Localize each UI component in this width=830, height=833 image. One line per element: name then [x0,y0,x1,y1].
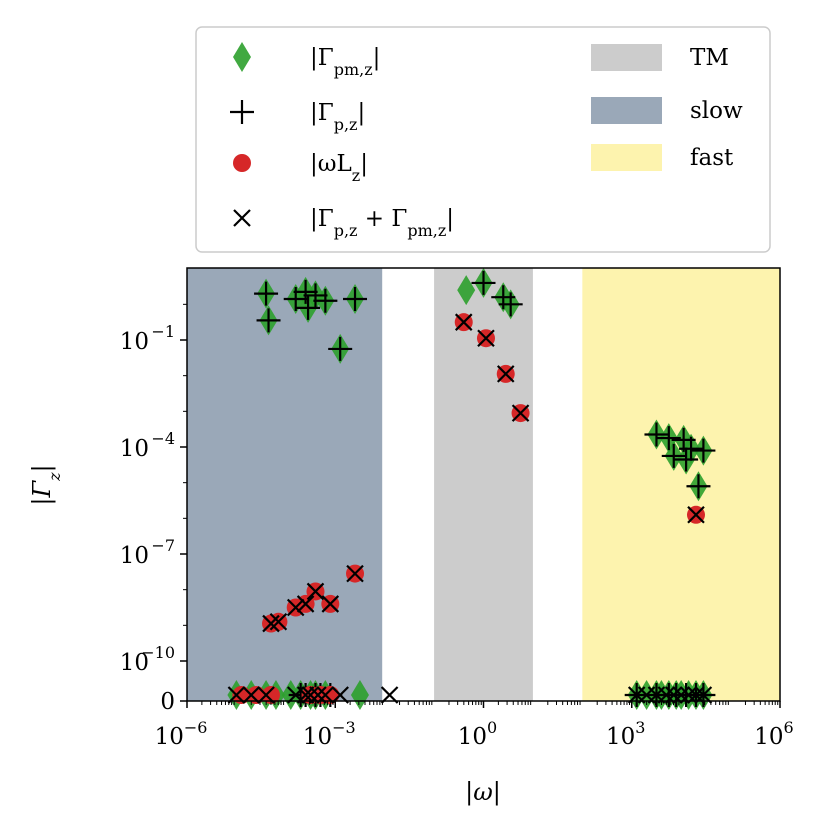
legend-frame [195,26,771,253]
legend-entry: |Γpm,z| [233,42,380,79]
plus-point [691,438,716,463]
plus-point [328,336,353,361]
x-point [687,505,705,524]
legend-entry: |Γp,z| [230,100,365,134]
plus-point [661,443,686,468]
legend-region-entry: fast [591,144,734,171]
legend-region-label: slow [690,98,743,124]
x-point [306,582,325,601]
plus-point [303,283,328,308]
x-point [496,365,515,383]
x-point [511,404,530,422]
plus-point [644,422,669,447]
region-fast [582,268,780,701]
legend-entry: |ωLz| [233,151,368,185]
x-point [286,598,305,617]
plus-point [674,447,699,472]
circle-zero-point [262,686,281,704]
legend-region-swatch [591,44,662,71]
diamond-zero-point [350,680,369,710]
plus-point [296,295,321,320]
x-point [321,595,340,613]
x-axis-ticks: 10−6 10−3 100 103 106 [155,701,794,750]
x-point [477,329,495,347]
legend-region-swatch [591,97,662,124]
y-zero-label: 0 [160,689,175,715]
plus-point [471,270,496,295]
legend-region-label: TM [690,45,729,71]
x-tick-label: 10−3 [303,718,356,750]
legend-marker-circle [233,154,251,172]
y-tick-label: 10 −4 [120,429,175,462]
plus-point [498,292,523,317]
x-point [269,612,288,631]
x-tick-label: 103 [606,718,645,750]
plus-point [254,281,279,306]
legend-label: |Γp,z + Γpm,z| [310,206,454,240]
plus-point [256,308,281,333]
plus-point [293,279,318,304]
x-tick-label: 106 [754,718,793,750]
x-tick-label: 100 [458,718,497,750]
y-tick-label: 10−10 [120,643,175,676]
legend-marker-diamond [233,42,251,72]
x-point [296,595,315,613]
plot-area: 10−6 10−3 100 103 106 10 −1 10 −4 10 −7 10−10 0 [120,267,794,750]
legend-region-entry: slow [591,97,743,124]
legend-marker-x [233,209,251,227]
plus-point [686,474,711,499]
legend-region-swatch [591,144,662,171]
y-tick-label: 10 −7 [120,536,175,569]
legend-marker-plus [230,100,254,124]
plus-point [679,436,704,461]
x-tick-label: 10−6 [155,718,208,750]
legend-entry: |Γp,z + Γpm,z| [233,206,454,240]
region-bands [187,268,780,701]
plus-point [313,288,338,313]
diamond-point [457,275,476,306]
x-point [454,313,473,331]
legend: |Γpm,z| |Γp,z| |ωLz| |Γp,z + Γpm,z| TM slow fa… [195,26,771,253]
legend-region-label: fast [690,145,734,171]
legend-label: |Γpm,z| [310,45,380,79]
plus-point [343,286,368,311]
legend-label: |Γp,z| [310,100,365,134]
y-axis-ticks: 10 −1 10 −4 10 −7 10−10 0 [120,303,187,715]
y-tick-label: 10 −1 [120,322,175,355]
x-point [346,564,364,583]
region-slow [187,268,383,701]
plus-point [656,426,681,451]
y-axis-label: |Γz| [28,464,64,505]
legend-region-entry: TM [591,44,729,71]
x-axis-label: |ω| [465,778,501,807]
legend-label: |ωLz| [310,151,368,185]
